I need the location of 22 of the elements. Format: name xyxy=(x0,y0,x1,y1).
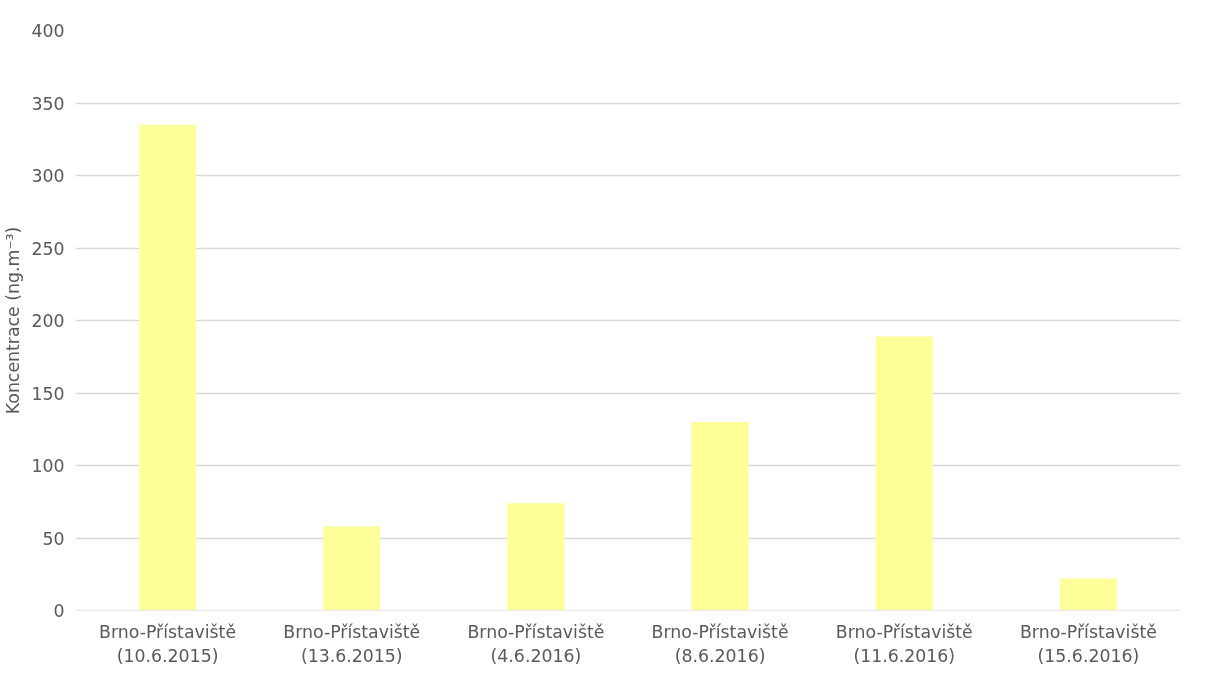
y-tick-label: 0 xyxy=(53,601,65,621)
y-tick-label: 50 xyxy=(42,528,65,549)
x-tick-label: Brno-Přístaviště (8.6.2016) xyxy=(651,621,789,666)
bar xyxy=(691,422,749,611)
bar xyxy=(1059,578,1117,611)
y-axis-title: Koncentrace (ng.m⁻³) xyxy=(3,226,24,415)
x-tick-label: Brno-Přístaviště (4.6.2016) xyxy=(467,621,605,666)
y-tick-label: 350 xyxy=(31,93,65,114)
x-tick-label: Brno-Přístaviště (15.6.2016) xyxy=(1019,621,1157,666)
y-tick-label: 400 xyxy=(31,21,65,41)
y-tick-label: 250 xyxy=(31,238,65,259)
x-tick-label: Brno-Přístaviště (10.6.2015) xyxy=(99,621,237,666)
y-tick-label: 100 xyxy=(31,456,65,476)
bar xyxy=(323,526,381,611)
bar xyxy=(139,124,197,611)
y-tick-label: 150 xyxy=(31,383,65,404)
y-tick-label: 300 xyxy=(31,166,65,186)
bar xyxy=(875,336,933,611)
bar xyxy=(507,503,565,611)
x-tick-label: Brno-Přístaviště (11.6.2016) xyxy=(835,621,973,666)
y-tick-label: 200 xyxy=(31,311,65,331)
x-tick-label: Brno-Přístaviště (13.6.2015) xyxy=(283,621,421,666)
